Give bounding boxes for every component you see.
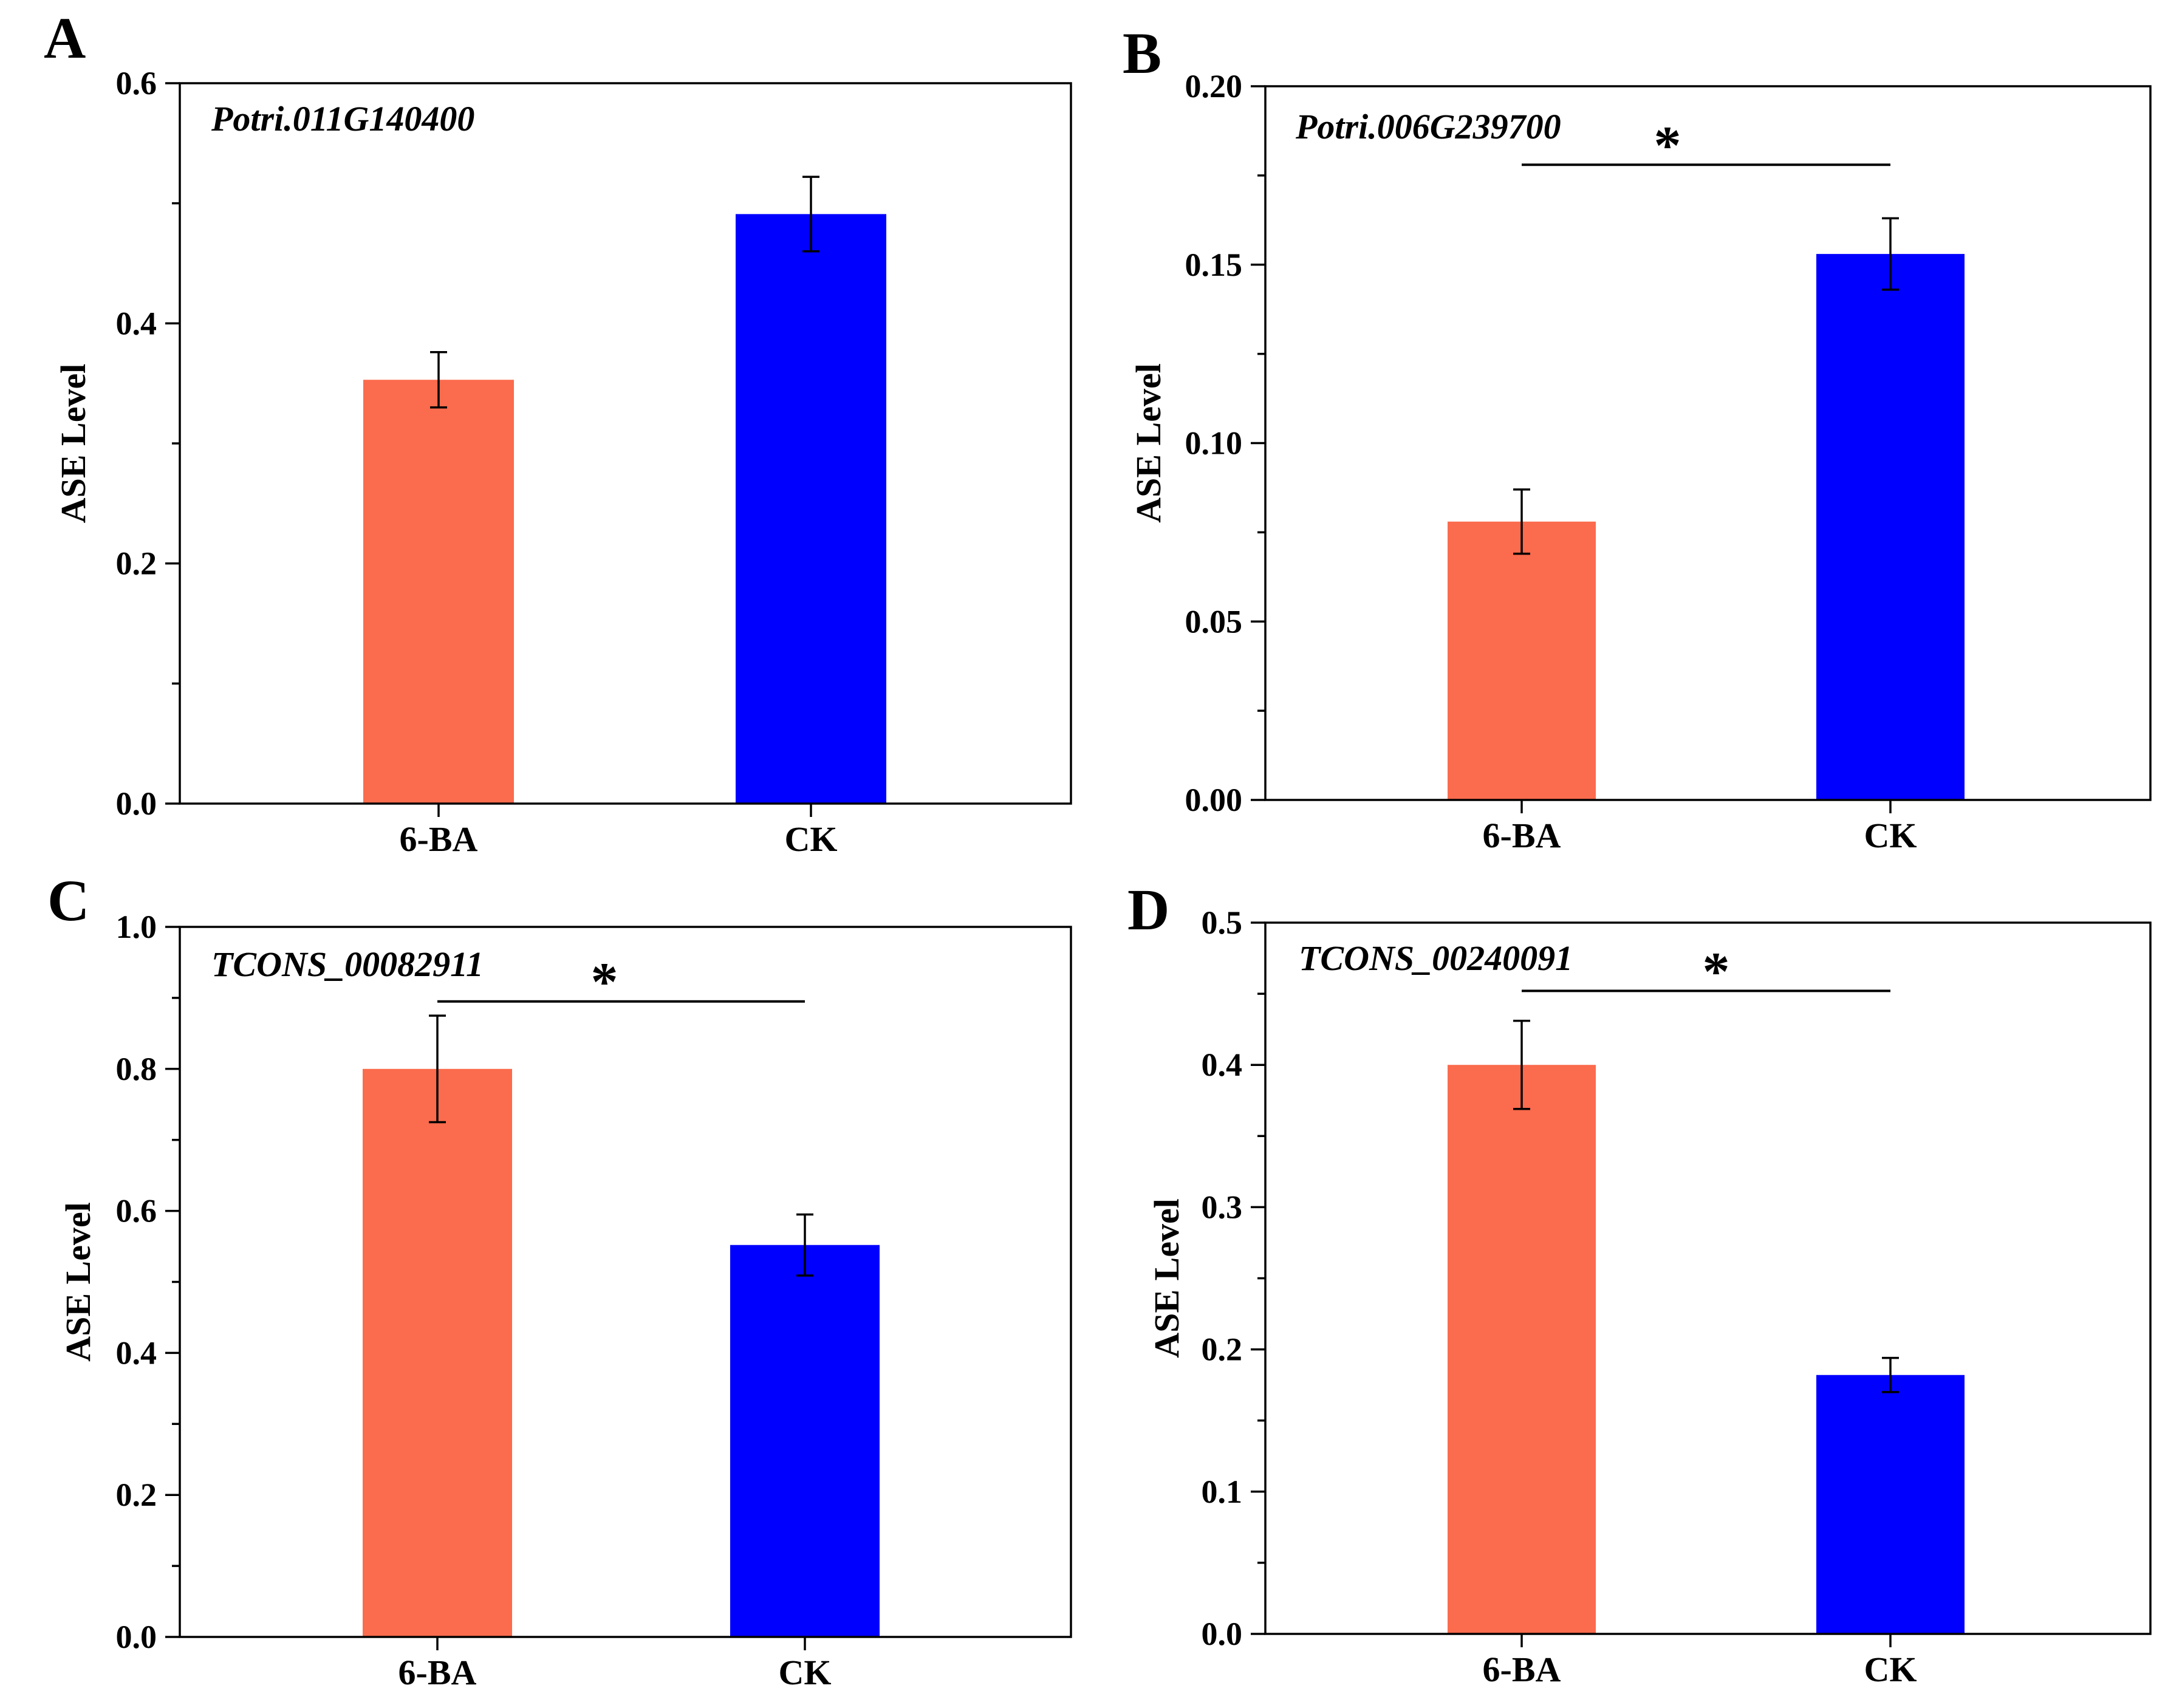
panel-b-bar-ck [1816,254,1965,800]
panel-c-letter: C [47,868,89,933]
panel-d-errorbar-ck [1882,1356,1899,1393]
panel-b-plot-frame [1264,85,2152,801]
panel-d-bar-ck [1816,1375,1965,1634]
panel-a-ytick-label: 0.0 [116,785,157,822]
panel-a-errorbar-6-ba [430,351,447,409]
panel-d-gene-title: TCONS_00240091 [1299,938,1573,978]
panel-a-y-axis-title: ASE Level [53,364,93,524]
panel-d-xtick-label-6-ba: 6-BA [1483,1650,1561,1689]
panel-b-errorbar-ck [1882,217,1899,291]
panel-c-plot-frame [179,926,1072,1638]
panel-b-ytick-label: 0.05 [1185,603,1243,640]
panel-d-ytick-label: 0.2 [1202,1331,1243,1368]
panel-c-errorbar-ck [796,1213,813,1277]
panel-d-xtick-label-ck: CK [1864,1650,1917,1689]
panel-b-errorbar-6-ba [1513,488,1530,555]
panel-a-plot-frame [179,82,1072,805]
panel-c-bar-ck [730,1245,880,1637]
panel-d-ytick-label: 0.4 [1202,1047,1243,1083]
panel-c-errorbar-6-ba [429,1014,446,1124]
panel-b-xtick-label-ck: CK [1864,816,1917,855]
panel-b-ytick-label: 0.10 [1185,425,1243,462]
panel-b-xtick-label-6-ba: 6-BA [1483,816,1561,855]
panel-d-significance-star: * [1703,941,1730,1002]
panel-a-bar-ck [736,214,886,804]
panel-a-ytick-label: 0.4 [116,305,157,341]
panel-a-ytick-label: 0.6 [116,65,157,101]
panel-b-ytick-label: 0.20 [1185,68,1243,104]
panel-c-xtick-label-6-ba: 6-BA [398,1653,477,1692]
panel-a-letter: A [44,5,86,70]
panel-c-gene-title: TCONS_00082911 [211,945,484,984]
panel-a-xtick-label-6-ba: 6-BA [400,819,478,859]
panel-b-y-axis-title: ASE Level [1129,363,1168,523]
panel-c-bar-6-ba [363,1068,512,1637]
panel-a-gene-title: Potri.011G140400 [211,99,474,138]
panel-d-ytick-label: 0.5 [1202,904,1243,941]
panel-c-ytick-label: 0.8 [116,1051,157,1087]
panel-b-significance-star: * [1654,115,1681,176]
panel-d-errorbar-6-ba [1513,1019,1530,1110]
panel-c-ytick-label: 1.0 [116,909,157,945]
panel-c-ytick-label: 0.0 [116,1619,157,1655]
panel-d-ytick-label: 0.3 [1202,1189,1243,1225]
panel-b-ytick-label: 0.15 [1185,247,1243,283]
panel-b-gene-title: Potri.006G239700 [1295,107,1561,146]
panel-d-letter: D [1127,877,1169,942]
panel-a-errorbar-ck [802,176,819,253]
panel-d-y-axis-title: ASE Level [1147,1198,1186,1358]
panel-a-ytick-label: 0.2 [116,545,157,582]
panel-c-xtick-label-ck: CK [779,1653,832,1692]
panel-c-significance-star: * [591,952,618,1013]
panel-d-plot-frame [1264,921,2152,1635]
panel-b-bar-6-ba [1448,521,1596,800]
panel-d-ytick-label: 0.0 [1202,1616,1243,1652]
panel-b-letter: B [1123,21,1161,86]
panel-c-ytick-label: 0.6 [116,1193,157,1229]
panel-c-ytick-label: 0.4 [116,1334,157,1371]
panel-c-ytick-label: 0.2 [116,1477,157,1513]
panel-a-xtick-label-ck: CK [785,819,838,859]
panel-d-bar-6-ba [1448,1065,1596,1634]
panel-d-ytick-label: 0.1 [1202,1474,1243,1510]
panel-c-y-axis-title: ASE Level [58,1202,98,1362]
panel-a-bar-6-ba [363,380,514,804]
panel-b-ytick-label: 0.00 [1185,782,1243,818]
